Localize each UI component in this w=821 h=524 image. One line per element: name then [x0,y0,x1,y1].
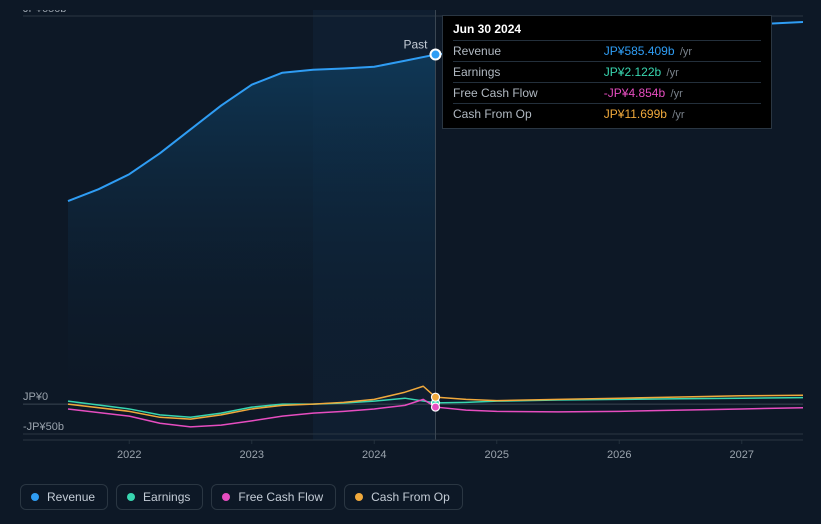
tooltip-value: JP¥11.699b /yr [604,104,761,125]
legend-item-cfo[interactable]: Cash From Op [344,484,463,510]
legend-dot-icon [127,493,135,501]
tooltip-table: Revenue JP¥585.409b /yr Earnings JP¥2.12… [453,40,761,124]
legend-label: Earnings [143,490,190,504]
legend-dot-icon [355,493,363,501]
svg-text:Past: Past [403,38,428,52]
tooltip-row: Free Cash Flow -JP¥4.854b /yr [453,83,761,104]
svg-text:JP¥650b: JP¥650b [23,10,66,15]
svg-text:JP¥0: JP¥0 [23,391,48,403]
tooltip-value: -JP¥4.854b /yr [604,83,761,104]
tooltip-label: Revenue [453,41,604,62]
svg-text:2027: 2027 [730,449,754,461]
legend-dot-icon [31,493,39,501]
tooltip-row: Cash From Op JP¥11.699b /yr [453,104,761,125]
tooltip-date: Jun 30 2024 [453,22,761,40]
svg-text:2022: 2022 [117,449,141,461]
legend-label: Free Cash Flow [238,490,323,504]
svg-text:2024: 2024 [362,449,386,461]
svg-text:2025: 2025 [485,449,509,461]
tooltip-row: Revenue JP¥585.409b /yr [453,41,761,62]
legend-item-revenue[interactable]: Revenue [20,484,108,510]
tooltip-label: Cash From Op [453,104,604,125]
tooltip-value: JP¥585.409b /yr [604,41,761,62]
legend-dot-icon [222,493,230,501]
chart-tooltip: Jun 30 2024 Revenue JP¥585.409b /yr Earn… [442,15,772,129]
legend-item-fcf[interactable]: Free Cash Flow [211,484,336,510]
legend-label: Revenue [47,490,95,504]
svg-text:-JP¥50b: -JP¥50b [23,421,64,433]
svg-text:2026: 2026 [607,449,631,461]
tooltip-label: Earnings [453,62,604,83]
legend: Revenue Earnings Free Cash Flow Cash Fro… [20,484,463,510]
legend-item-earnings[interactable]: Earnings [116,484,203,510]
tooltip-value: JP¥2.122b /yr [604,62,761,83]
tooltip-row: Earnings JP¥2.122b /yr [453,62,761,83]
legend-label: Cash From Op [371,490,450,504]
tooltip-label: Free Cash Flow [453,83,604,104]
svg-text:2023: 2023 [240,449,264,461]
